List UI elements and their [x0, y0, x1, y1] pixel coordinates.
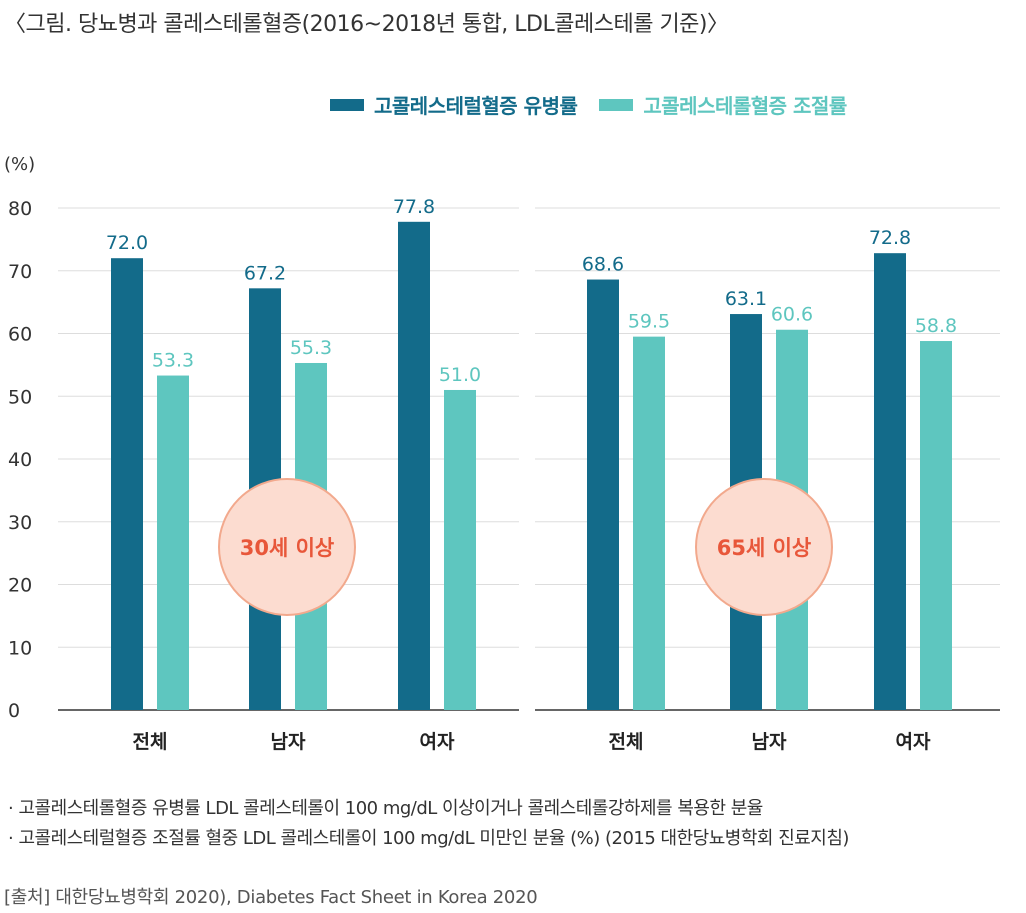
- x-category-label: 전체: [609, 731, 644, 753]
- data-label-prevalence: 72.8: [869, 227, 911, 249]
- bar-prevalence: [398, 221, 430, 710]
- y-tick-label: 0: [8, 700, 20, 722]
- y-tick-label: 40: [8, 449, 32, 471]
- legend-label-control: 고콜레스테롤혈증 조절률: [643, 94, 847, 118]
- legend-swatch-prevalence: [330, 98, 364, 111]
- data-label-prevalence: 67.2: [244, 262, 286, 284]
- y-tick-label: 60: [8, 324, 32, 346]
- data-label-control: 60.6: [771, 304, 813, 326]
- y-tick-label: 50: [8, 386, 32, 408]
- data-label-control: 58.8: [915, 315, 957, 337]
- y-tick-label: 80: [8, 198, 32, 220]
- age-group-badge: [695, 478, 833, 616]
- source: [출처] 대한당뇨병학회 2020), Diabetes Fact Sheet …: [4, 887, 538, 908]
- x-category-label: 남자: [271, 731, 306, 753]
- x-category-label: 여자: [896, 731, 931, 753]
- note-2: · 고콜레스테럴혈증 조절률 혈중 LDL 콜레스테롤이 100 mg/dL 미…: [8, 828, 849, 849]
- data-label-prevalence: 77.8: [393, 196, 435, 218]
- age-group-badge-label: 30세 이상: [240, 536, 335, 560]
- legend-label-prevalence: 고콜레스테럴혈증 유병률: [374, 94, 578, 118]
- data-label-control: 59.5: [628, 311, 670, 333]
- data-label-prevalence: 72.0: [106, 232, 148, 254]
- data-label-control: 55.3: [290, 337, 332, 359]
- bar-prevalence: [874, 253, 906, 710]
- note-1: · 고콜레스테롤혈증 유병률 LDL 콜레스테롤이 100 mg/dL 이상이거…: [8, 798, 763, 819]
- data-label-control: 51.0: [439, 364, 481, 386]
- bar-prevalence: [111, 258, 143, 710]
- x-category-label: 남자: [752, 731, 787, 753]
- age-group-badge-label: 65세 이상: [717, 536, 812, 560]
- y-tick-label: 30: [8, 512, 32, 534]
- data-label-control: 53.3: [152, 350, 194, 372]
- legend-item-control: 고콜레스테롤혈증 조절률: [599, 90, 847, 119]
- legend: 고콜레스테럴혈증 유병률 고콜레스테롤혈증 조절률: [330, 90, 869, 119]
- bar-chart: (%) 0 10 20 30 40 50 60 70 80 72.0 53.3 전체 67.2 55.3 남자…: [4, 154, 1000, 753]
- legend-swatch-control: [599, 98, 634, 111]
- x-category-label: 여자: [420, 731, 455, 753]
- bar-control: [444, 389, 476, 710]
- bar-control: [157, 375, 189, 710]
- data-label-prevalence: 63.1: [725, 288, 767, 310]
- age-group-badge: [218, 478, 356, 616]
- chart-title: 〈그림. 당뇨병과 콜레스테롤혈증(2016~2018년 통합, LDL콜레스테…: [4, 12, 729, 37]
- data-label-prevalence: 68.6: [582, 254, 624, 276]
- bar-control: [920, 341, 952, 710]
- bar-control: [633, 336, 665, 710]
- y-tick-label: 20: [8, 575, 32, 597]
- y-tick-label: 70: [8, 261, 32, 283]
- x-category-label: 전체: [133, 731, 168, 753]
- y-axis-unit-label: (%): [4, 154, 35, 175]
- y-tick-label: 10: [8, 637, 32, 659]
- bar-prevalence: [587, 279, 619, 710]
- legend-item-prevalence: 고콜레스테럴혈증 유병률: [330, 90, 578, 119]
